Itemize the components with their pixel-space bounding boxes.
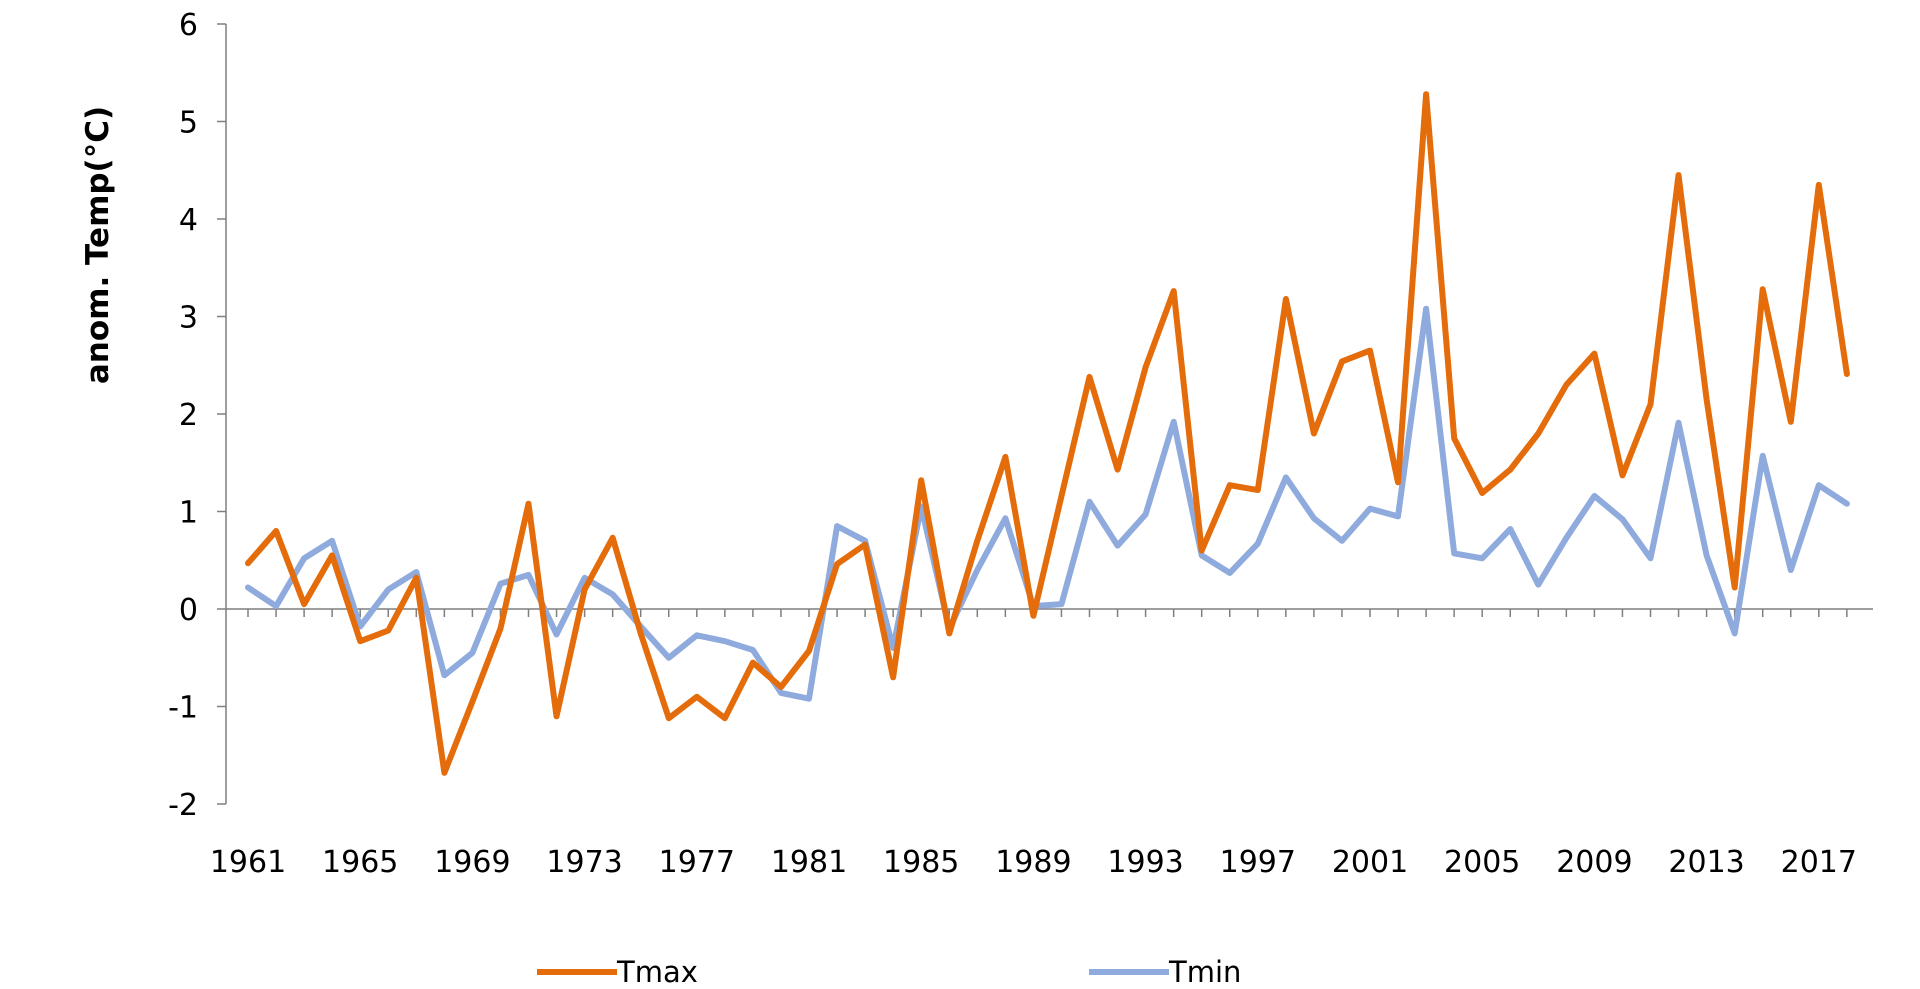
legend-label-tmax: Tmax [616,955,698,989]
series-line-tmin [245,305,1850,702]
y-tick-label: 3 [179,301,198,336]
series-line-tmax [245,91,1850,776]
x-tick-label: 1961 [210,845,286,880]
x-tick-label: 1973 [546,845,622,880]
y-axis-title: anom. Temp(°C) [80,106,116,384]
x-tick-label: 1977 [659,845,735,880]
y-tick-label: 0 [179,593,198,628]
x-tick-label: 1997 [1220,845,1296,880]
x-tick-label: 1969 [434,845,510,880]
x-tick-label: 2013 [1668,845,1744,880]
x-tick-label: 2005 [1444,845,1520,880]
x-axis: 1961 1965 1969 1973 1977 1981 1985 1989 1993 1997… [210,608,1873,880]
y-tick-label: 6 [179,8,198,43]
legend-label-tmin: Tmin [1168,955,1241,989]
y-tick-label: 5 [179,106,198,141]
x-tick-label: 1993 [1107,845,1183,880]
y-axis: -2 -1 0 1 2 3 4 5 6 [168,8,227,823]
x-tick-label: 1981 [771,845,847,880]
x-tick-label: 2001 [1332,845,1408,880]
legend: Tmax Tmin [537,955,1241,989]
x-tick-label: 1985 [883,845,959,880]
y-tick-label: -2 [168,788,198,823]
x-tick-label: 2017 [1781,845,1857,880]
series-lines [245,91,1850,776]
y-tick-label: 1 [179,496,198,531]
x-tick-label: 1965 [322,845,398,880]
y-tick-label: -1 [168,691,198,726]
y-tick-label: 2 [179,398,198,433]
y-tick-label: 4 [179,203,198,238]
x-tick-label: 1989 [995,845,1071,880]
x-tick-label: 2009 [1556,845,1632,880]
